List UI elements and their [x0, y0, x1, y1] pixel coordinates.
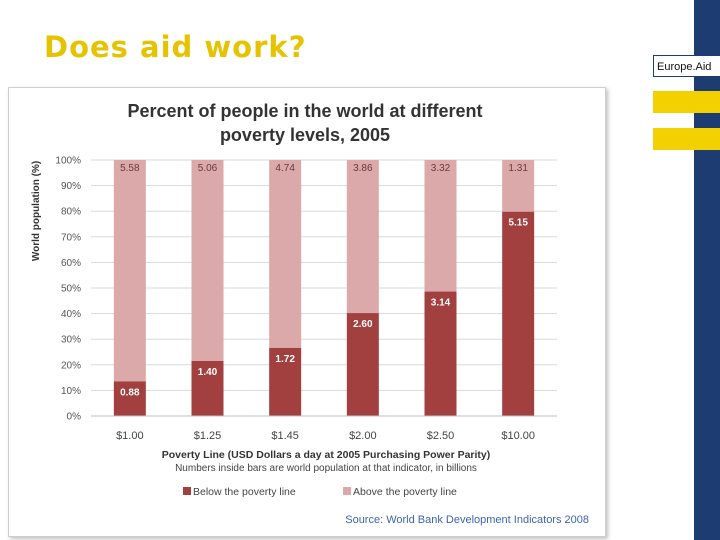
bar-above: [113, 160, 146, 382]
side-band: [694, 0, 720, 540]
bar-above: [346, 160, 379, 314]
bar-above: [191, 160, 224, 361]
legend-label: Above the poverty line: [353, 486, 457, 498]
y-tick-label: 10%: [61, 386, 81, 397]
bar-below-label: 1.72: [275, 354, 295, 365]
chart-source: Source: World Bank Development Indicator…: [345, 514, 589, 526]
chart-card: Percent of people in the world at differ…: [8, 87, 606, 537]
bar-above: [502, 160, 535, 212]
bar-below-label: 0.88: [120, 387, 140, 398]
bar-below-label: 1.40: [198, 367, 218, 378]
slide-title: Does aid work?: [44, 30, 307, 64]
y-axis-label: World population (%): [31, 161, 42, 261]
bar-below: [502, 211, 535, 416]
y-tick-label: 20%: [61, 360, 81, 371]
bar-below-label: 5.15: [508, 218, 528, 229]
bar-above-label: 3.86: [353, 163, 373, 174]
bar-below: [191, 360, 224, 416]
x-tick-label: $1.25: [194, 430, 222, 442]
bar-above: [269, 160, 302, 348]
x-tick-label: $2.50: [427, 430, 455, 442]
bar-below: [424, 291, 457, 416]
poverty-chart: Percent of people in the world at differ…: [31, 101, 589, 526]
x-tick-label: $2.00: [349, 430, 377, 442]
x-tick-label: $1.00: [116, 430, 144, 442]
bar-above-label: 5.58: [120, 163, 140, 174]
y-tick-label: 80%: [61, 207, 81, 218]
chart-note: Numbers inside bars are world population…: [175, 463, 477, 474]
bar-below: [346, 313, 379, 416]
x-axis-label: Poverty Line (USD Dollars a day at 2005 …: [162, 449, 491, 461]
chart-title-line-1: Percent of people in the world at differ…: [127, 101, 482, 121]
brand-label: Europe.Aid: [653, 55, 720, 77]
y-tick-label: 50%: [61, 284, 81, 295]
bar-below: [269, 347, 302, 416]
y-tick-label: 70%: [61, 232, 81, 243]
y-tick-label: 60%: [61, 258, 81, 269]
y-tick-label: 0%: [67, 412, 82, 423]
x-tick-label: $1.45: [271, 430, 299, 442]
bar-below: [113, 381, 146, 416]
brand-bar: [653, 91, 720, 113]
x-tick-label: $10.00: [501, 430, 535, 442]
chart-title-line-2: poverty levels, 2005: [220, 125, 390, 145]
legend-swatch: [343, 487, 351, 495]
legend-swatch: [183, 487, 191, 495]
bar-above-label: 5.06: [198, 163, 218, 174]
bar-below-label: 2.60: [353, 319, 373, 330]
y-tick-label: 90%: [61, 181, 81, 192]
bar-above-label: 4.74: [275, 163, 295, 174]
y-tick-label: 40%: [61, 309, 81, 320]
bar-above-label: 1.31: [508, 163, 528, 174]
y-tick-label: 30%: [61, 335, 81, 346]
bar-above: [424, 160, 457, 292]
brand-bar: [653, 128, 720, 150]
y-tick-label: 100%: [55, 156, 81, 167]
legend-label: Below the poverty line: [193, 486, 296, 498]
bar-above-label: 3.32: [431, 163, 451, 174]
bar-below-label: 3.14: [431, 298, 451, 309]
